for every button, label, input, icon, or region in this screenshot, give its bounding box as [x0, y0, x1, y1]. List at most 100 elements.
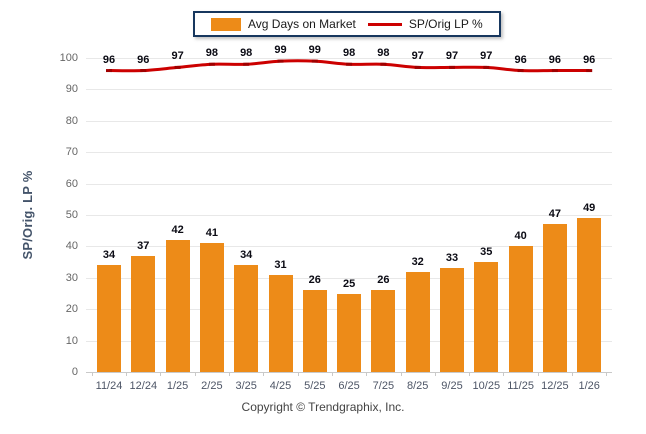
x-category-label: 11/24 — [95, 380, 123, 392]
line-point-marker — [380, 62, 387, 66]
x-axis-tick — [606, 372, 608, 376]
y-tick-label: 10 — [65, 334, 78, 347]
line-value-label: 99 — [274, 44, 287, 57]
bar-9-25 — [440, 268, 464, 372]
line-value-label: 96 — [137, 53, 150, 66]
line-point-marker — [517, 69, 524, 73]
x-axis-tick — [91, 372, 93, 376]
bar-value-label: 33 — [445, 252, 459, 265]
line-value-label: 98 — [377, 47, 390, 60]
line-series-swatch-icon — [367, 22, 402, 26]
bar-value-label: 31 — [274, 258, 287, 271]
line-value-label: 96 — [102, 53, 116, 66]
bar-7-25 — [371, 290, 396, 372]
y-tick-label: 40 — [65, 240, 78, 253]
y-tick-label: 60 — [65, 177, 78, 190]
bar-8-25 — [405, 271, 430, 372]
y-tick-label: 90 — [65, 83, 78, 96]
line-point-marker — [449, 65, 455, 69]
x-axis-tick — [572, 372, 574, 376]
x-category-label: 12/25 — [541, 380, 569, 392]
line-value-label: 96 — [548, 53, 562, 66]
copyright-text: Copyright © Trendgraphix, Inc. — [241, 400, 405, 414]
bar-11-24 — [97, 265, 121, 372]
line-point-marker — [243, 62, 250, 66]
y-tick-label: 20 — [65, 303, 78, 316]
gridline-y-30 — [86, 277, 612, 279]
bar-12-25 — [542, 224, 567, 372]
x-axis-tick — [229, 372, 231, 376]
gridline-y-40 — [86, 246, 612, 248]
x-axis-tick — [331, 372, 333, 376]
bar-value-label: 26 — [308, 274, 321, 287]
x-axis-tick — [503, 372, 505, 376]
bar-value-label: 40 — [514, 230, 527, 243]
x-category-label: 9/25 — [441, 380, 463, 392]
gridline-y-100 — [86, 58, 612, 59]
bar-value-label: 35 — [480, 246, 493, 259]
bar-10-25 — [474, 262, 499, 372]
line-point-marker — [277, 59, 284, 63]
bar-value-label: 37 — [137, 239, 150, 252]
line-point-marker — [586, 69, 593, 73]
y-tick-label: 100 — [59, 52, 78, 64]
x-category-label: 5/25 — [304, 380, 326, 392]
legend-item-avg-days: Avg Days on Market — [211, 17, 356, 31]
y-tick-label: 0 — [71, 366, 78, 378]
x-axis-tick — [263, 372, 265, 376]
line-value-label: 99 — [308, 44, 321, 57]
x-axis-tick — [366, 372, 368, 376]
line-point-marker — [483, 65, 490, 69]
chart-legend: Avg Days on Market SP/Orig LP % — [193, 11, 501, 37]
x-category-label: 10/25 — [472, 380, 501, 392]
bar-11-25 — [508, 246, 533, 372]
line-point-marker — [106, 69, 112, 73]
y-tick-label: 70 — [65, 146, 78, 159]
bar-value-label: 34 — [240, 249, 253, 262]
x-axis-tick — [469, 372, 471, 376]
gridline-y-80 — [86, 120, 612, 122]
line-value-label: 96 — [514, 53, 527, 66]
bar-value-label: 41 — [205, 227, 219, 240]
x-category-label: 4/25 — [269, 380, 292, 392]
x-category-label: 6/25 — [338, 380, 360, 392]
bar-12-24 — [131, 255, 156, 372]
gridline-y-50 — [86, 215, 612, 216]
bar-1-26 — [577, 218, 602, 372]
bar-1-25 — [165, 240, 190, 372]
x-category-label: 3/25 — [235, 380, 257, 392]
x-category-label: 1/26 — [578, 380, 600, 392]
line-value-label: 97 — [445, 50, 459, 63]
bar-4-25 — [268, 274, 293, 372]
line-value-label: 98 — [240, 47, 253, 60]
bar-value-label: 42 — [171, 224, 184, 237]
gridline-y-90 — [86, 89, 612, 91]
line-point-marker — [140, 69, 147, 73]
x-axis-tick — [537, 372, 539, 376]
legend-label-avg-days: Avg Days on Market — [248, 17, 356, 31]
bar-value-label: 25 — [342, 277, 356, 290]
bar-2-25 — [199, 243, 224, 372]
gridline-y-70 — [86, 152, 612, 154]
x-category-label: 7/25 — [372, 380, 395, 392]
line-value-label: 97 — [480, 50, 493, 63]
bar-3-25 — [234, 265, 259, 372]
x-category-label: 11/25 — [507, 380, 534, 392]
bar-value-label: 34 — [102, 249, 116, 262]
x-axis-tick — [160, 372, 162, 376]
x-axis-tick — [297, 372, 299, 376]
legend-label-sp-orig-lp: SP/Orig LP % — [408, 17, 483, 31]
x-axis-tick — [194, 372, 196, 376]
legend-item-sp-orig-lp: SP/Orig LP % — [367, 17, 483, 31]
bar-value-label: 47 — [548, 208, 562, 221]
line-point-marker — [414, 65, 421, 69]
x-category-label: 2/25 — [201, 380, 223, 392]
bar-5-25 — [302, 290, 327, 372]
x-category-label: 8/25 — [406, 380, 429, 392]
x-axis-tick — [400, 372, 402, 376]
bar-series-swatch-icon — [211, 17, 241, 31]
x-category-label: 12/24 — [129, 380, 158, 392]
line-value-label: 96 — [583, 53, 596, 66]
